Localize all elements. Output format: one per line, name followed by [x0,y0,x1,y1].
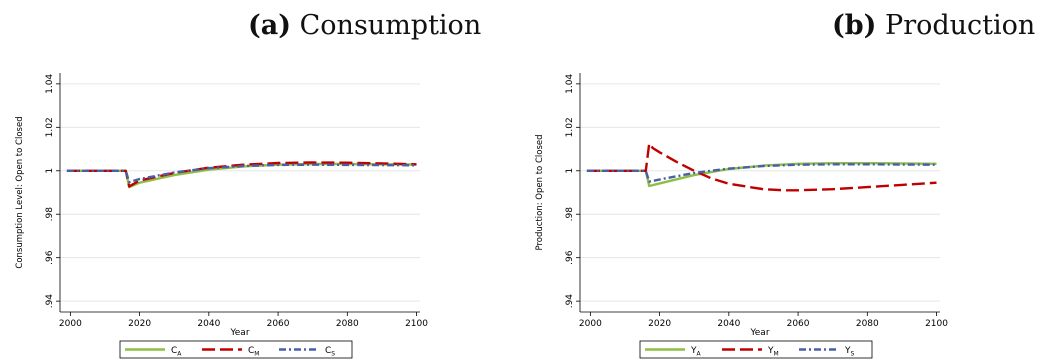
y-tick-label: .96 [565,250,575,265]
y-tick-label: .94 [45,294,55,309]
y-tick-label: .94 [565,294,575,309]
x-tick-label: 2100 [405,319,428,329]
panel-label: (b) [832,10,877,41]
y-axis-label: Consumption Level: Open to Closed [15,116,25,268]
x-tick-label: 2000 [59,319,82,329]
y-tick-label: 1 [45,168,55,174]
x-axis-label: Year [229,328,249,338]
production-panel: (b) Production .94 .96 .98 1 1.02 1.04 2000 202… [520,0,1040,360]
x-tick-label: 2060 [787,319,810,329]
x-tick-label: 2040 [717,319,740,329]
legend-label: CM [248,346,259,358]
consumption-chart: .94 .96 .98 1 1.02 1.04 2000 2020 2040 2060 2080 21… [15,73,428,359]
x-tick-label: 2100 [925,319,948,329]
y-tick-label: .98 [45,207,55,222]
chart-title: Consumption [299,10,482,41]
legend-label: YA [690,346,702,358]
series-line [66,163,417,184]
series-line [66,161,417,188]
legend-label: CA [171,346,182,358]
series-line [586,163,937,183]
y-tick-label: 1.04 [45,74,55,94]
legend-label: YM [767,346,779,358]
x-tick-label: 2060 [267,319,290,329]
panel-caption: (a) Consumption [248,10,481,41]
x-tick-label: 2080 [336,319,359,329]
panel-caption: (b) Production [832,10,1035,41]
x-tick-label: 2020 [128,319,151,329]
x-tick-label: 2000 [579,319,602,329]
series-line [66,162,417,189]
y-tick-label: .98 [565,207,575,222]
x-tick-label: 2020 [648,319,671,329]
legend-box [119,340,353,359]
legend-label: YS [844,346,855,358]
x-axis-label: Year [749,328,769,338]
y-tick-label: 1.02 [565,117,575,137]
y-tick-label: 1.04 [565,74,575,94]
x-tick-label: 2080 [856,319,879,329]
legend-label: CS [325,346,335,358]
y-tick-label: 1.02 [45,117,55,137]
series-line [586,142,937,192]
chart-title: Production [885,10,1036,41]
y-tick-label: .96 [45,250,55,265]
legend-box [639,340,873,359]
y-axis-label: Production: Open to Closed [535,135,545,251]
x-tick-label: 2040 [197,319,220,329]
consumption-panel: (a) Consumption .94 .96 .98 1 1.02 1.04 2000 20… [15,10,481,359]
panel-label: (a) [248,10,292,41]
y-tick-label: 1 [565,168,575,174]
production-chart: .94 .96 .98 1 1.02 1.04 2000 2020 2040 2060 2080 21… [535,73,948,359]
